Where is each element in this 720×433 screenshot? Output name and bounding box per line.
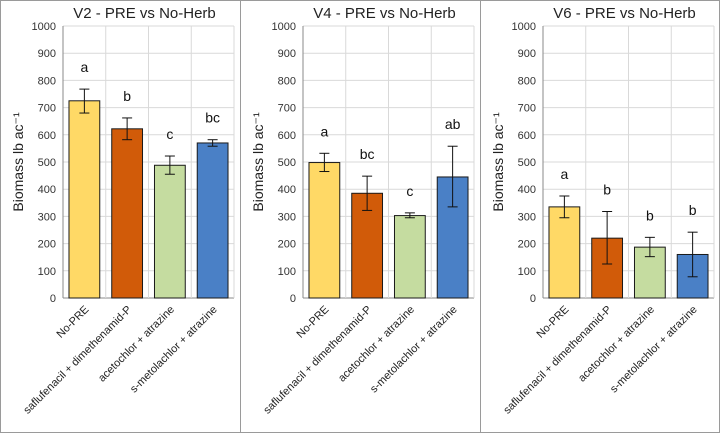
category-label: No-PRE bbox=[534, 304, 571, 341]
significance-letter: a bbox=[560, 166, 568, 182]
bar bbox=[68, 100, 101, 299]
y-axis-label: Biomass lb ac⁻¹ bbox=[10, 112, 26, 212]
category-label: acetochlor + atrazine bbox=[576, 304, 657, 385]
y-tick-label: 500 bbox=[518, 157, 536, 169]
y-tick-label: 100 bbox=[38, 266, 56, 278]
significance-letter: c bbox=[406, 183, 413, 199]
y-tick-label: 300 bbox=[278, 211, 296, 223]
chart-v2: V2 - PRE vs No-Herb 0 100 200 300 400 500 600 70… bbox=[10, 5, 235, 417]
chart-panel-v4: V4 - PRE vs No-Herb 0 100 200 300 400 500 600 70… bbox=[241, 1, 480, 432]
significance-letter: b bbox=[689, 202, 697, 218]
y-tick-label: 1000 bbox=[32, 21, 56, 33]
y-tick-label: 1000 bbox=[512, 21, 536, 33]
error-bar bbox=[687, 231, 698, 278]
error-bar bbox=[164, 155, 175, 175]
y-axis-label: Biomass lb ac⁻¹ bbox=[250, 112, 266, 212]
bar bbox=[308, 162, 341, 299]
y-tick-label: 300 bbox=[518, 211, 536, 223]
bar bbox=[111, 128, 144, 299]
chart-title: V6 - PRE vs No-Herb bbox=[553, 5, 696, 22]
chart-v4: V4 - PRE vs No-Herb 0 100 200 300 400 500 600 70… bbox=[250, 5, 475, 417]
panel-divider bbox=[240, 1, 241, 432]
chart-title: V4 - PRE vs No-Herb bbox=[313, 5, 456, 22]
category-label: acetochlor + atrazine bbox=[96, 304, 177, 385]
bar bbox=[196, 142, 229, 299]
y-tick-label: 800 bbox=[278, 75, 296, 87]
y-tick-label: 700 bbox=[518, 103, 536, 115]
chart-v6: V6 - PRE vs No-Herb 0 100 200 300 400 500 600 70… bbox=[490, 5, 715, 417]
category-label: s-metolachlor + atrazine bbox=[368, 304, 460, 396]
y-tick-label: 500 bbox=[38, 157, 56, 169]
y-tick-label: 200 bbox=[278, 239, 296, 251]
significance-letter: b bbox=[603, 182, 611, 198]
error-bar bbox=[644, 236, 655, 258]
y-tick-label: 600 bbox=[38, 130, 56, 142]
error-bar bbox=[362, 175, 373, 211]
y-tick-label: 200 bbox=[38, 239, 56, 251]
significance-letter: bc bbox=[360, 146, 375, 162]
y-tick-label: 800 bbox=[518, 75, 536, 87]
significance-letter: b bbox=[123, 88, 131, 104]
error-bar bbox=[207, 139, 218, 147]
y-tick-label: 900 bbox=[518, 48, 536, 60]
y-axis-label: Biomass lb ac⁻¹ bbox=[490, 112, 506, 212]
error-bar bbox=[602, 211, 613, 265]
chart-title: V2 - PRE vs No-Herb bbox=[73, 5, 216, 22]
category-label: s-metolachlor + atrazine bbox=[608, 304, 700, 396]
significance-letter: bc bbox=[205, 110, 220, 126]
chart-panel-v6: V6 - PRE vs No-Herb 0 100 200 300 400 500 600 70… bbox=[481, 1, 720, 432]
bar bbox=[393, 215, 426, 299]
y-tick-label: 0 bbox=[50, 293, 56, 305]
category-label: No-PRE bbox=[54, 304, 91, 341]
y-tick-label: 100 bbox=[278, 266, 296, 278]
y-tick-label: 700 bbox=[38, 103, 56, 115]
y-tick-label: 0 bbox=[290, 293, 296, 305]
category-label: s-metolachlor + atrazine bbox=[128, 304, 220, 396]
y-tick-label: 600 bbox=[518, 130, 536, 142]
error-bar bbox=[559, 195, 570, 219]
significance-letter: c bbox=[166, 126, 173, 142]
significance-letter: ab bbox=[445, 116, 461, 132]
y-tick-label: 0 bbox=[530, 293, 536, 305]
y-tick-label: 300 bbox=[38, 211, 56, 223]
y-tick-label: 100 bbox=[518, 266, 536, 278]
error-bar bbox=[404, 212, 415, 219]
error-bar bbox=[79, 88, 90, 114]
y-tick-label: 800 bbox=[38, 75, 56, 87]
y-tick-label: 900 bbox=[38, 48, 56, 60]
panel-divider bbox=[480, 1, 481, 432]
category-label: acetochlor + atrazine bbox=[336, 304, 417, 385]
y-tick-label: 400 bbox=[38, 184, 56, 196]
significance-letter: b bbox=[646, 207, 654, 223]
y-tick-label: 600 bbox=[278, 130, 296, 142]
y-tick-label: 400 bbox=[518, 184, 536, 196]
y-tick-label: 200 bbox=[518, 239, 536, 251]
y-tick-label: 1000 bbox=[272, 21, 296, 33]
bar bbox=[153, 164, 186, 299]
significance-letter: a bbox=[320, 123, 328, 139]
error-bar bbox=[447, 145, 458, 208]
error-bar bbox=[319, 152, 330, 173]
bar bbox=[548, 206, 581, 299]
y-tick-label: 700 bbox=[278, 103, 296, 115]
y-tick-label: 900 bbox=[278, 48, 296, 60]
error-bar bbox=[122, 117, 133, 141]
category-label: No-PRE bbox=[294, 304, 331, 341]
chart-panel-v2: V2 - PRE vs No-Herb 0 100 200 300 400 500 600 70… bbox=[1, 1, 240, 432]
y-tick-label: 400 bbox=[278, 184, 296, 196]
significance-letter: a bbox=[80, 59, 88, 75]
y-tick-label: 500 bbox=[278, 157, 296, 169]
